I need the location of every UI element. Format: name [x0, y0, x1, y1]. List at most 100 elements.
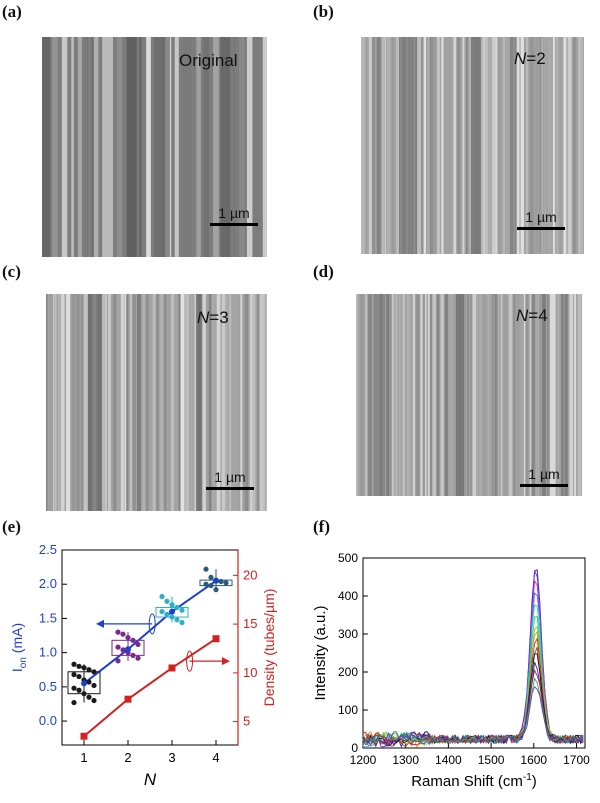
mean-point	[213, 577, 219, 584]
sem-streak	[578, 37, 581, 254]
sem-streak	[93, 37, 99, 257]
x-tick-label: 1	[80, 750, 87, 765]
sem-streak	[500, 294, 503, 496]
sem-streak	[81, 294, 84, 511]
sem-streak	[555, 37, 559, 254]
scale-bar	[517, 227, 565, 230]
sem-dark-band	[399, 37, 417, 254]
sem-streak	[440, 294, 444, 496]
data-point	[115, 658, 121, 664]
sem-streak	[487, 294, 491, 496]
sem-streak	[150, 294, 151, 511]
sem-image-n4: N=4 1 µm	[356, 294, 582, 496]
sem-streak	[243, 294, 245, 511]
data-point	[76, 673, 82, 680]
sem-streak	[368, 294, 372, 496]
sem-streak	[185, 294, 190, 511]
sem-streak	[470, 294, 472, 496]
raman-spectrum	[362, 686, 584, 746]
y-left-tick-label: 2.5	[39, 542, 57, 557]
sem-streak	[535, 294, 539, 496]
sem-streak	[246, 37, 253, 257]
sem-streak	[239, 37, 245, 257]
sem-label-n3: N=3	[197, 308, 229, 327]
sem-streak	[520, 294, 524, 496]
data-point	[115, 629, 121, 635]
x-tick-label: 1400	[435, 753, 462, 767]
scale-label: 1 µm	[528, 466, 560, 482]
sem-streak	[423, 294, 425, 496]
sem-streak	[66, 294, 71, 511]
sem-streak	[102, 294, 105, 511]
scale-bar	[206, 487, 254, 490]
sem-streak	[146, 37, 151, 257]
sem-streak	[225, 294, 228, 511]
data-point	[76, 687, 82, 693]
sem-streak	[577, 294, 582, 496]
scale-label: 1 µm	[218, 205, 250, 221]
sem-streak	[138, 37, 142, 257]
x-tick-label: 1200	[350, 753, 377, 767]
sem-streak	[208, 294, 212, 511]
data-point	[71, 685, 77, 691]
sem-streak	[113, 294, 117, 511]
sem-streak	[432, 294, 437, 496]
sem-streak	[539, 37, 542, 254]
sem-streak	[485, 37, 489, 254]
data-point	[208, 574, 214, 580]
data-point	[115, 644, 121, 650]
x-tick-label: 1600	[520, 753, 547, 767]
sem-streak	[263, 294, 265, 511]
y-right-tick-label: 15	[243, 616, 257, 631]
sem-streak	[356, 294, 359, 496]
sem-streak	[476, 294, 480, 496]
sem-dark-band	[471, 37, 481, 254]
sem-streak	[262, 37, 267, 257]
y-left-tick-label: 2.0	[39, 576, 57, 591]
sem-streak	[393, 294, 396, 496]
sem-streak	[456, 37, 461, 254]
y-right-axis-label: Density (tubes/µm)	[261, 589, 277, 707]
sem-streak	[423, 37, 426, 254]
sem-streak	[520, 37, 524, 254]
x-tick-label: 4	[212, 750, 219, 765]
sem-image-n2: N=2 1 µm	[361, 37, 584, 254]
sem-streak	[529, 294, 532, 496]
data-point	[125, 634, 131, 641]
density-point	[212, 635, 220, 643]
data-point	[76, 663, 82, 669]
y-left-axis-label: Ion (mA)	[9, 623, 29, 672]
sem-streak	[417, 37, 421, 254]
sem-streak	[492, 294, 495, 496]
sem-streak	[428, 294, 430, 496]
density-point	[80, 732, 88, 740]
y-left-tick-label: 0.5	[39, 679, 57, 694]
sem-streak	[453, 294, 458, 496]
sem-streak	[544, 37, 547, 254]
sem-streak	[525, 37, 529, 254]
sem-streak	[564, 294, 568, 496]
sem-streak	[504, 294, 507, 496]
sem-streak	[237, 294, 240, 511]
sem-streak	[553, 37, 555, 254]
sem-streak	[462, 37, 465, 254]
sem-streak	[447, 37, 451, 254]
data-point	[91, 682, 97, 689]
sem-streak	[514, 37, 517, 254]
left-axis-arrowhead	[96, 619, 104, 628]
sem-streak	[531, 294, 535, 496]
data-point	[159, 608, 165, 615]
sem-streak	[49, 294, 53, 511]
sem-streak	[420, 294, 423, 496]
sem-streak	[368, 37, 372, 254]
sem-streak	[421, 37, 423, 254]
sem-streak	[389, 294, 391, 496]
sem-dark-band	[82, 37, 94, 257]
sem-streak	[259, 294, 263, 511]
sem-streak	[126, 37, 137, 257]
sem-streak	[102, 37, 113, 257]
x-tick-label: 3	[168, 750, 175, 765]
sem-dark-band	[376, 294, 382, 496]
sem-image-n3: N=3 1 µm	[46, 294, 267, 511]
y-tick-label: 0	[351, 741, 358, 755]
